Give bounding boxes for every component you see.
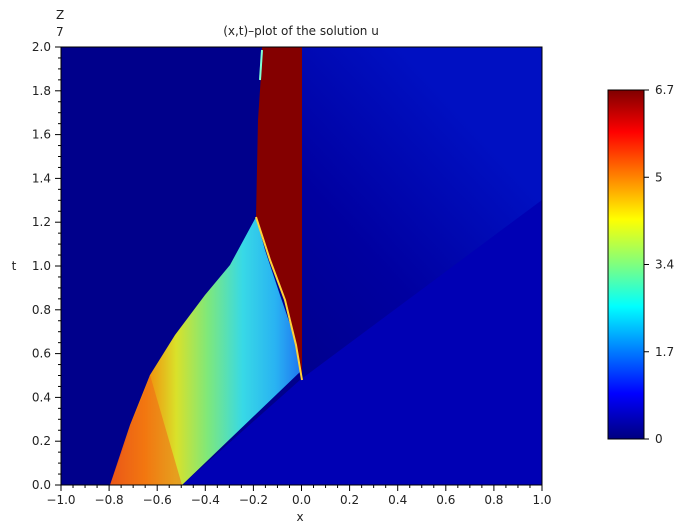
- y-tick-label: 1.8: [32, 84, 51, 98]
- x-tick-label: 0.2: [340, 493, 359, 507]
- x-tick-label: −0.8: [95, 493, 124, 507]
- colorbar-tick-label: 5: [655, 170, 663, 184]
- x-tick-label: 0.8: [484, 493, 503, 507]
- x-tick-label: −0.2: [239, 493, 268, 507]
- colorbar: [607, 89, 645, 440]
- colorbar-tick-label: 0: [655, 432, 663, 446]
- x-tick-label: 0.0: [292, 493, 311, 507]
- x-tick-label: 0.6: [436, 493, 455, 507]
- y-tick-label: 0.2: [32, 434, 51, 448]
- x-tick-label: −1.0: [46, 493, 75, 507]
- corner-label: Z: [56, 8, 64, 22]
- y-tick-label: 0.4: [32, 390, 51, 404]
- x-tick-label: −0.4: [191, 493, 220, 507]
- chart-title: (x,t)–plot of the solution u: [223, 24, 379, 38]
- y-tick-label: 0.6: [32, 347, 51, 361]
- y-axis-label: t: [12, 259, 17, 273]
- heatmap-plot-area: [61, 47, 542, 485]
- x-tick-label: −0.6: [143, 493, 172, 507]
- y-tick-label: 0.0: [32, 478, 51, 492]
- x-axis-label: x: [296, 510, 303, 524]
- y-tick-label: 1.6: [32, 128, 51, 142]
- heatmap-lower-wedge: [182, 200, 542, 485]
- y-tick-label: 1.2: [32, 215, 51, 229]
- y-tick-label: 1.4: [32, 171, 51, 185]
- colorbar-tick-label: 6.7: [655, 83, 674, 97]
- y-tick-label: 1.0: [32, 259, 51, 273]
- y-tick-label: 2.0: [32, 40, 51, 54]
- colorbar-ticks: 6.7 5 3.4 1.7 0: [644, 83, 674, 446]
- corner-value: 7: [56, 25, 64, 39]
- heatmap-high-strip: [256, 47, 302, 380]
- x-axis: −1.0 −0.8 −0.6 −0.4 −0.2 0.0 0.2 0.4 0.6 0.8 1.0: [46, 485, 552, 507]
- colorbar-tick-label: 1.7: [655, 345, 674, 359]
- y-tick-label: 0.8: [32, 303, 51, 317]
- x-tick-label: 1.0: [532, 493, 551, 507]
- heatmap-shock-edge: [255, 216, 303, 381]
- heatmap-top-edge: [259, 49, 263, 81]
- y-axis: 0.0 0.2 0.4 0.6 0.8 1.0 1.2 1.4 1.6 1.8 2.0: [32, 40, 61, 492]
- x-tick-label: 0.4: [388, 493, 407, 507]
- heatmap-fan-edge: [110, 375, 182, 485]
- colorbar-tick-label: 3.4: [655, 258, 674, 272]
